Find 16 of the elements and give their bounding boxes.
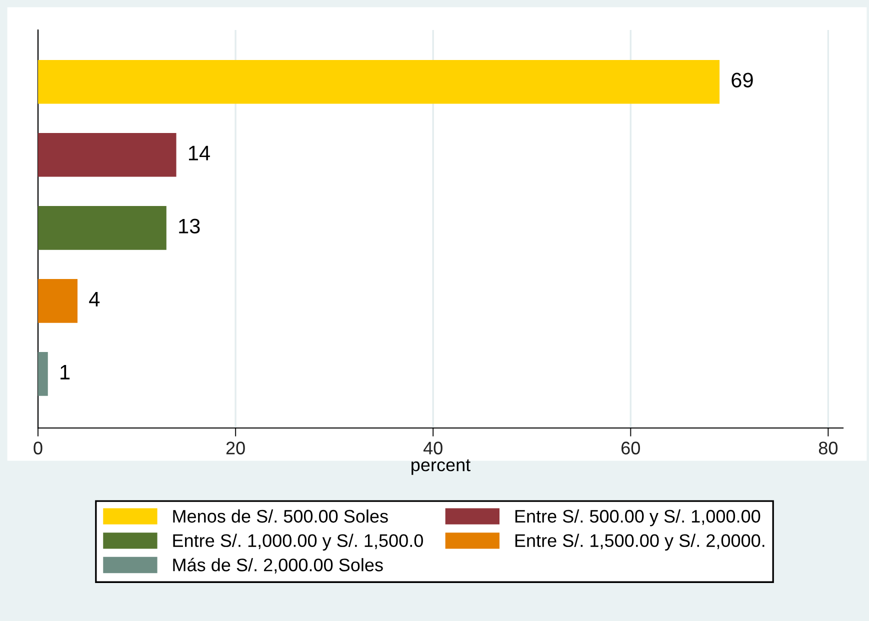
x-tick-label: 0 xyxy=(34,442,42,454)
data-label: 14 xyxy=(188,146,210,160)
x-tick-label: 80 xyxy=(818,442,838,454)
legend-label: Más de S/. 2,000.00 Soles xyxy=(173,558,383,574)
x-tick-label: 40 xyxy=(423,442,442,454)
legend-label: Entre S/. 1,500.00 y S/. 2,0000. xyxy=(515,534,764,551)
legend-label: Entre S/. 1,000.00 y S/. 1,500.0 xyxy=(173,534,423,551)
legend-label: Entre S/. 500.00 y S/. 1,000.00 xyxy=(515,509,760,526)
x-axis-title: percent xyxy=(412,459,470,475)
data-label: 13 xyxy=(179,218,200,234)
x-tick-label: 20 xyxy=(226,442,245,454)
legend-label: Menos de S/. 500.00 Soles xyxy=(173,509,388,523)
data-label: 1 xyxy=(60,365,70,380)
data-label: 69 xyxy=(732,72,753,88)
x-tick-label: 60 xyxy=(622,442,640,454)
data-label: 4 xyxy=(89,292,100,306)
